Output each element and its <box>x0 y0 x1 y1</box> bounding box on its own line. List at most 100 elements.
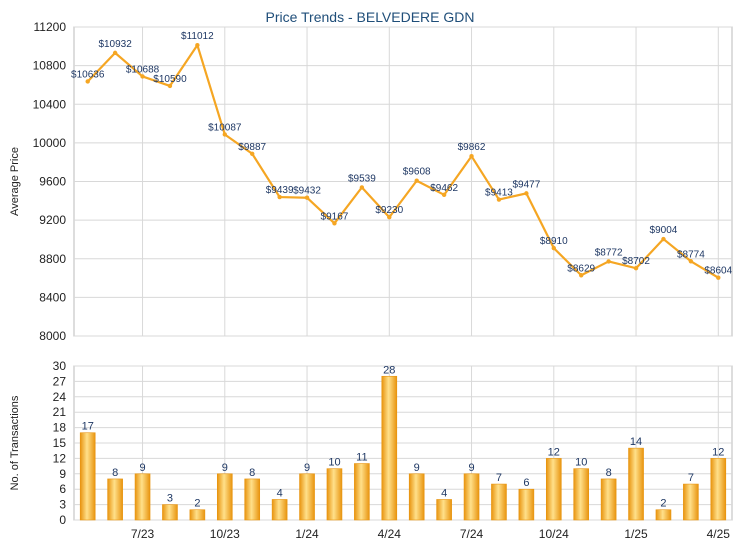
volume-bar <box>189 509 206 521</box>
x-tick-label: 1/24 <box>295 527 319 541</box>
volume-bar <box>134 473 151 521</box>
price-point <box>688 259 694 264</box>
price-data-label: $10932 <box>98 39 132 50</box>
volume-data-label: 4 <box>277 487 283 499</box>
price-data-label: $9539 <box>348 173 376 184</box>
price-panel: 8000 8400 8800 9200 9600 10000 10400 10800 11200… <box>33 20 733 343</box>
volume-bar <box>79 432 96 521</box>
volume-tick-label: 21 <box>53 405 67 419</box>
chart-title: Price Trends - BELVEDERE GDN <box>265 9 474 25</box>
volume-data-label: 4 <box>441 487 447 499</box>
volume-bar <box>436 499 452 521</box>
volume-bar <box>491 483 507 521</box>
price-point <box>250 151 255 156</box>
volume-bar <box>354 463 370 521</box>
volume-data-label: 3 <box>167 493 173 505</box>
price-tick-label: 8000 <box>39 329 66 343</box>
volume-tick-label: 0 <box>59 513 66 527</box>
volume-data-label: 10 <box>328 457 340 469</box>
price-data-label: $10087 <box>208 122 242 133</box>
price-point <box>167 83 173 89</box>
volume-bar <box>710 458 727 521</box>
price-data-label: $9439 <box>266 185 294 196</box>
price-data-label: $8702 <box>622 256 650 267</box>
price-point <box>359 185 365 190</box>
price-tick-label: 8800 <box>39 252 66 266</box>
volume-data-label: 9 <box>468 462 474 474</box>
x-tick-label: 7/23 <box>131 527 155 541</box>
price-data-label: $9004 <box>650 225 678 236</box>
price-data-label: $9477 <box>512 179 540 190</box>
volume-data-label: 9 <box>139 462 145 474</box>
volume-data-label: 12 <box>712 446 724 458</box>
x-tick-label: 1/25 <box>624 527 648 541</box>
volume-axis-label: No. of Transactions <box>9 395 21 490</box>
price-data-label: $8910 <box>540 236 568 247</box>
volume-data-label: 12 <box>548 446 560 458</box>
price-point <box>551 245 556 251</box>
price-point <box>524 191 529 196</box>
volume-bar <box>655 509 672 521</box>
volume-data-label: 10 <box>575 457 587 469</box>
price-tick-label: 10800 <box>33 59 67 73</box>
price-point <box>414 178 419 183</box>
volume-data-label: 7 <box>496 472 502 484</box>
x-tick-label: 7/24 <box>460 527 484 541</box>
volume-bar <box>244 478 261 521</box>
volume-bar <box>381 375 398 521</box>
volume-tick-label: 12 <box>53 451 67 465</box>
price-tick-label: 9600 <box>39 175 66 189</box>
price-tick-label: 11200 <box>34 20 67 34</box>
price-point <box>332 221 337 226</box>
volume-bar <box>683 483 699 521</box>
volume-data-label: 8 <box>112 467 118 479</box>
x-tick-label: 10/24 <box>539 527 569 541</box>
volume-data-label: 7 <box>688 472 694 484</box>
volume-bar <box>463 473 480 521</box>
volume-bar <box>573 468 590 521</box>
price-axis-label: Average Price <box>9 147 21 216</box>
price-tick-label: 8400 <box>39 290 66 304</box>
price-data-label: $9608 <box>403 167 431 178</box>
volume-bar <box>107 478 123 521</box>
volume-data-label: 11 <box>356 452 367 464</box>
price-data-label: $9413 <box>485 188 513 199</box>
price-data-label: $11012 <box>181 31 214 42</box>
price-point <box>579 273 584 278</box>
volume-bar <box>628 447 644 521</box>
price-point <box>195 42 200 48</box>
price-data-label: $9432 <box>293 186 321 197</box>
volume-data-label: 8 <box>249 467 255 479</box>
volume-bar <box>408 473 425 521</box>
volume-tick-label: 27 <box>53 374 67 388</box>
price-data-label: $8774 <box>677 249 705 260</box>
x-tick-label: 4/25 <box>707 527 731 541</box>
volume-tick-label: 9 <box>59 467 66 481</box>
price-point <box>304 195 310 200</box>
volume-tick-label: 3 <box>59 498 66 512</box>
price-point <box>222 132 227 137</box>
volume-data-label: 2 <box>194 498 200 510</box>
volume-data-label: 9 <box>304 462 310 474</box>
price-tick-label: 10000 <box>33 136 67 150</box>
price-data-label: $8629 <box>567 263 595 274</box>
volume-bar <box>600 478 617 521</box>
price-data-label: $9167 <box>321 211 349 222</box>
volume-data-label: 14 <box>630 436 642 448</box>
volume-bar <box>518 488 535 521</box>
volume-bar <box>162 504 178 521</box>
x-tick-label: 4/24 <box>378 527 402 541</box>
price-data-label: $10590 <box>153 74 187 85</box>
volume-tick-label: 15 <box>53 436 67 450</box>
price-point <box>277 194 282 200</box>
volume-tick-label: 18 <box>53 421 67 435</box>
price-point <box>441 192 447 198</box>
volume-data-label: 8 <box>606 467 612 479</box>
price-data-label: $9230 <box>375 205 403 216</box>
price-data-label: $8772 <box>595 247 623 258</box>
volume-data-label: 2 <box>660 498 666 510</box>
price-data-label: $8604 <box>704 266 732 277</box>
volume-data-label: 9 <box>222 462 228 474</box>
